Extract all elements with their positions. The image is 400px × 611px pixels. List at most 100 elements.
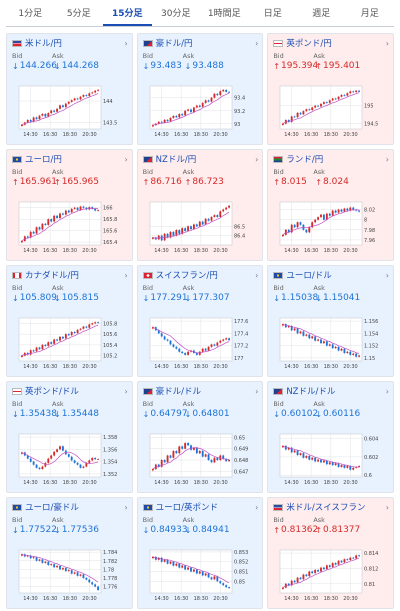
chevron-right-icon[interactable]: › <box>255 386 259 396</box>
chevron-right-icon[interactable]: › <box>255 502 259 512</box>
mini-candle-chart[interactable]: 0.814 0.812 0.81 14:30 16:30 18:30 20:30 <box>276 547 388 603</box>
pair-name[interactable]: NZドル/円 <box>155 155 197 165</box>
mini-candle-chart[interactable]: 8.02 8 7.98 7.96 14:30 16:30 18:30 20:30 <box>276 199 388 255</box>
chevron-right-icon[interactable]: › <box>124 386 128 396</box>
y-tick-label: 0.649 <box>234 447 248 453</box>
tab-6[interactable]: 週足 <box>312 9 331 19</box>
mini-candle-chart[interactable]: 105.8 105.6 105.4 105.2 14:30 16:30 18:30 20:30 <box>15 315 127 371</box>
mini-candle-chart[interactable]: 93.4 93.2 93 14:30 16:30 18:30 20:30 <box>146 83 258 139</box>
mini-candle-chart[interactable]: 0.604 0.602 0.6 14:30 16:30 18:30 20:30 <box>276 431 388 487</box>
candle-body <box>64 334 67 339</box>
pair-name[interactable]: 米ドル/スイスフラン <box>286 503 366 513</box>
pair-name[interactable]: 英ポンド/ドル <box>25 387 79 397</box>
quotes: ↓ 1.77522 ↓ 1.77536 <box>12 525 128 535</box>
tab-5[interactable]: 日足 <box>263 9 282 19</box>
pair-name[interactable]: カナダドル/円 <box>25 271 79 281</box>
ask-value: 165.965 <box>61 177 99 187</box>
candle-body <box>311 222 314 228</box>
chevron-right-icon[interactable]: › <box>124 154 128 164</box>
candle-body <box>88 579 91 583</box>
mini-candle-chart[interactable]: 1.358 1.356 1.354 1.352 14:30 16:30 18:30 20:30 <box>15 431 127 487</box>
candle-body <box>73 331 76 334</box>
mini-candle-chart[interactable]: 0.853 0.852 0.851 0.85 14:30 16:30 18:30 20:30 <box>146 547 258 603</box>
pair-name[interactable]: ランド/円 <box>286 155 324 165</box>
candle-body <box>326 102 329 103</box>
candle-body <box>332 462 334 466</box>
bid-value: 195.394 <box>281 61 319 71</box>
pair-name[interactable]: 米ドル/円 <box>25 39 62 49</box>
y-tick-label: 1.784 <box>103 550 117 556</box>
pair-name[interactable]: スイスフラン/円 <box>155 271 218 281</box>
chevron-right-icon[interactable]: › <box>385 270 389 280</box>
chevron-right-icon[interactable]: › <box>385 38 389 48</box>
mini-candle-chart[interactable]: 195 194.5 14:30 16:30 18:30 20:30 <box>276 83 388 139</box>
mini-candle-chart[interactable]: 177.6 177.4 177.2 177 14:30 16:30 18:30 20:30 <box>146 315 258 371</box>
tab-4[interactable]: 1時間足 <box>207 9 241 19</box>
chevron-right-icon[interactable]: › <box>385 154 389 164</box>
bid-ask-labels: Bid Ask <box>273 284 389 292</box>
mini-candle-chart[interactable]: 166 165.8 165.6 165.4 14:30 16:30 18:30 20:30 <box>15 199 127 255</box>
chevron-right-icon[interactable]: › <box>255 38 259 48</box>
rate-card[interactable]: 豪ドル/ドル › Bid Ask ↓ 0.64797 ↓ 0.64801 0.65 0… <box>136 381 264 493</box>
chevron-right-icon[interactable]: › <box>385 502 389 512</box>
chevron-right-icon[interactable]: › <box>255 270 259 280</box>
rate-card[interactable]: NZドル/円 › Bid Ask ↑ 86.716 ↑ 86.723 86.5 86.… <box>136 149 264 261</box>
tab-3[interactable]: 30分足 <box>161 9 191 19</box>
candle-body <box>340 560 343 563</box>
chevron-right-icon[interactable]: › <box>255 154 259 164</box>
ask-value: 8.024 <box>323 177 349 187</box>
candle-body <box>41 559 44 563</box>
rate-card[interactable]: ランド/円 › Bid Ask ↑ 8.015 ↑ 8.024 8.02 8 7.98 7… <box>267 149 394 261</box>
mini-candle-chart[interactable]: 144 143.5 14:30 16:30 18:30 20:30 <box>15 83 127 139</box>
rate-card[interactable]: 豪ドル/円 › Bid Ask ↓ 93.483 ↓ 93.488 93.4 93.2… <box>136 33 264 145</box>
rate-card[interactable]: 米ドル/円 › Bid Ask ↓ 144.266 ↓ 144.268 144 143… <box>6 33 133 145</box>
rate-card[interactable]: カナダドル/円 › Bid Ask ↓ 105.809 ↓ 105.815 105.… <box>6 265 133 377</box>
moving-average-line <box>152 92 229 126</box>
tab-0[interactable]: 1分足 <box>18 9 43 19</box>
mini-candle-chart[interactable]: 86.5 86.4 14:30 16:30 18:30 20:30 <box>146 199 258 255</box>
candle-body <box>157 330 160 334</box>
candle-body <box>308 227 311 233</box>
rate-card[interactable]: 米ドル/スイスフラン › Bid Ask ↑ 0.81362 ↑ 0.81377 0… <box>267 497 394 609</box>
rate-card[interactable]: 英ポンド/円 › Bid Ask ↑ 195.394 ↑ 195.401 195 19… <box>267 33 394 145</box>
pair-name[interactable]: ユーロ/ドル <box>286 271 332 281</box>
quotes: ↓ 0.64797 ↓ 0.64801 <box>143 409 259 419</box>
candle-body <box>160 557 163 562</box>
moving-average-line <box>283 323 360 354</box>
tab-2[interactable]: 15分足 <box>103 2 152 26</box>
bid-label: Bid <box>12 168 23 176</box>
pair-name[interactable]: ユーロ/豪ドル <box>25 503 79 513</box>
chevron-right-icon[interactable]: › <box>124 38 128 48</box>
mini-candle-chart[interactable]: 0.65 0.649 0.648 0.647 14:30 16:30 18:30 20:30 <box>146 431 258 487</box>
rate-card[interactable]: ユーロ/豪ドル › Bid Ask ↓ 1.77522 ↓ 1.77536 1.78… <box>6 497 133 609</box>
tab-1[interactable]: 5分足 <box>66 9 91 19</box>
candle-body <box>151 125 154 127</box>
mini-candle-chart[interactable]: 1.156 1.154 1.152 1.15 14:30 16:30 18:30 20:30 <box>276 315 388 371</box>
rate-card[interactable]: ユーロ/ドル › Bid Ask ↓ 1.15038 ↓ 1.15041 1.156… <box>267 265 394 377</box>
pair-name[interactable]: 豪ドル/円 <box>155 39 193 49</box>
candle-body <box>175 230 177 236</box>
rate-card[interactable]: ユーロ/英ポンド › Bid Ask ↓ 0.84933 ↓ 0.84941 0.8… <box>136 497 264 609</box>
bid-label: Bid <box>273 168 284 176</box>
rate-card[interactable]: 英ポンド/ドル › Bid Ask ↓ 1.35438 ↓ 1.35448 1.35… <box>6 381 133 493</box>
rate-card[interactable]: NZドル/ドル › Bid Ask ↓ 0.60102 ↓ 0.60116 0.60… <box>267 381 394 493</box>
chevron-right-icon[interactable]: › <box>124 270 128 280</box>
rate-card[interactable]: ユーロ/円 › Bid Ask ↑ 165.961 ↑ 165.965 166 165… <box>6 149 133 261</box>
pair-name[interactable]: 英ポンド/円 <box>286 39 332 49</box>
moving-average-line <box>21 93 99 126</box>
chevron-right-icon[interactable]: › <box>385 386 389 396</box>
bid-value: 165.961 <box>19 177 57 187</box>
rate-card[interactable]: スイスフラン/円 › Bid Ask ↓ 177.291 ↓ 177.307 177… <box>136 265 264 377</box>
chevron-right-icon[interactable]: › <box>124 502 128 512</box>
candle-body <box>53 564 56 568</box>
candle-body <box>175 563 177 566</box>
mini-candle-chart[interactable]: 1.784 1.782 1.78 1.778 1.776 14:30 16:30 18:30 2… <box>15 547 127 603</box>
pair-name[interactable]: ユーロ/円 <box>25 155 62 165</box>
y-tick-label: 1.356 <box>103 447 117 453</box>
tab-7[interactable]: 月足 <box>360 9 379 19</box>
bid-quote: ↓ 1.77522 <box>12 525 57 535</box>
quotes: ↑ 165.961 ↑ 165.965 <box>12 177 128 187</box>
pair-name[interactable]: NZドル/ドル <box>286 387 336 397</box>
pair-name[interactable]: ユーロ/英ポンド <box>155 503 219 513</box>
pair-name[interactable]: 豪ドル/ドル <box>155 387 202 397</box>
